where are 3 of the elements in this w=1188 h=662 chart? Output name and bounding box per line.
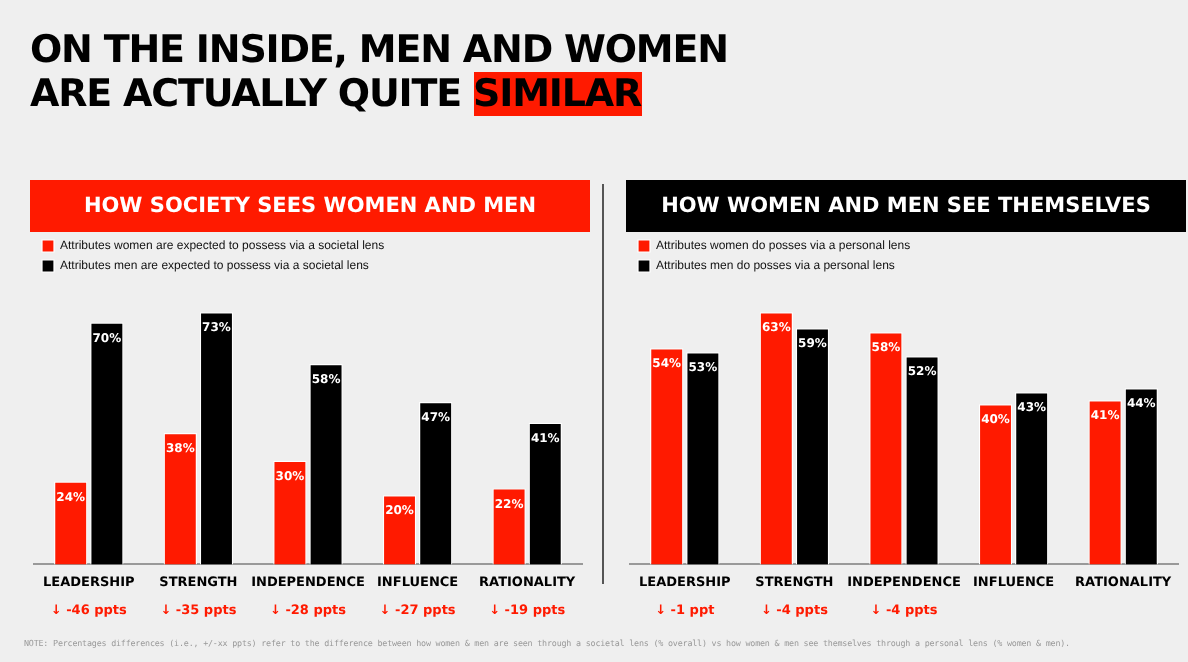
chart-title: HOW WOMEN AND MEN SEE THEMSELVES — [626, 180, 1186, 232]
text: ON THE INSIDE, MEN AND WOMEN ARE ACTUALLY QUITE SIMILAR — [30, 28, 728, 116]
chart-title: HOW SOCIETY SEES WOMEN AND MEN — [30, 180, 590, 232]
